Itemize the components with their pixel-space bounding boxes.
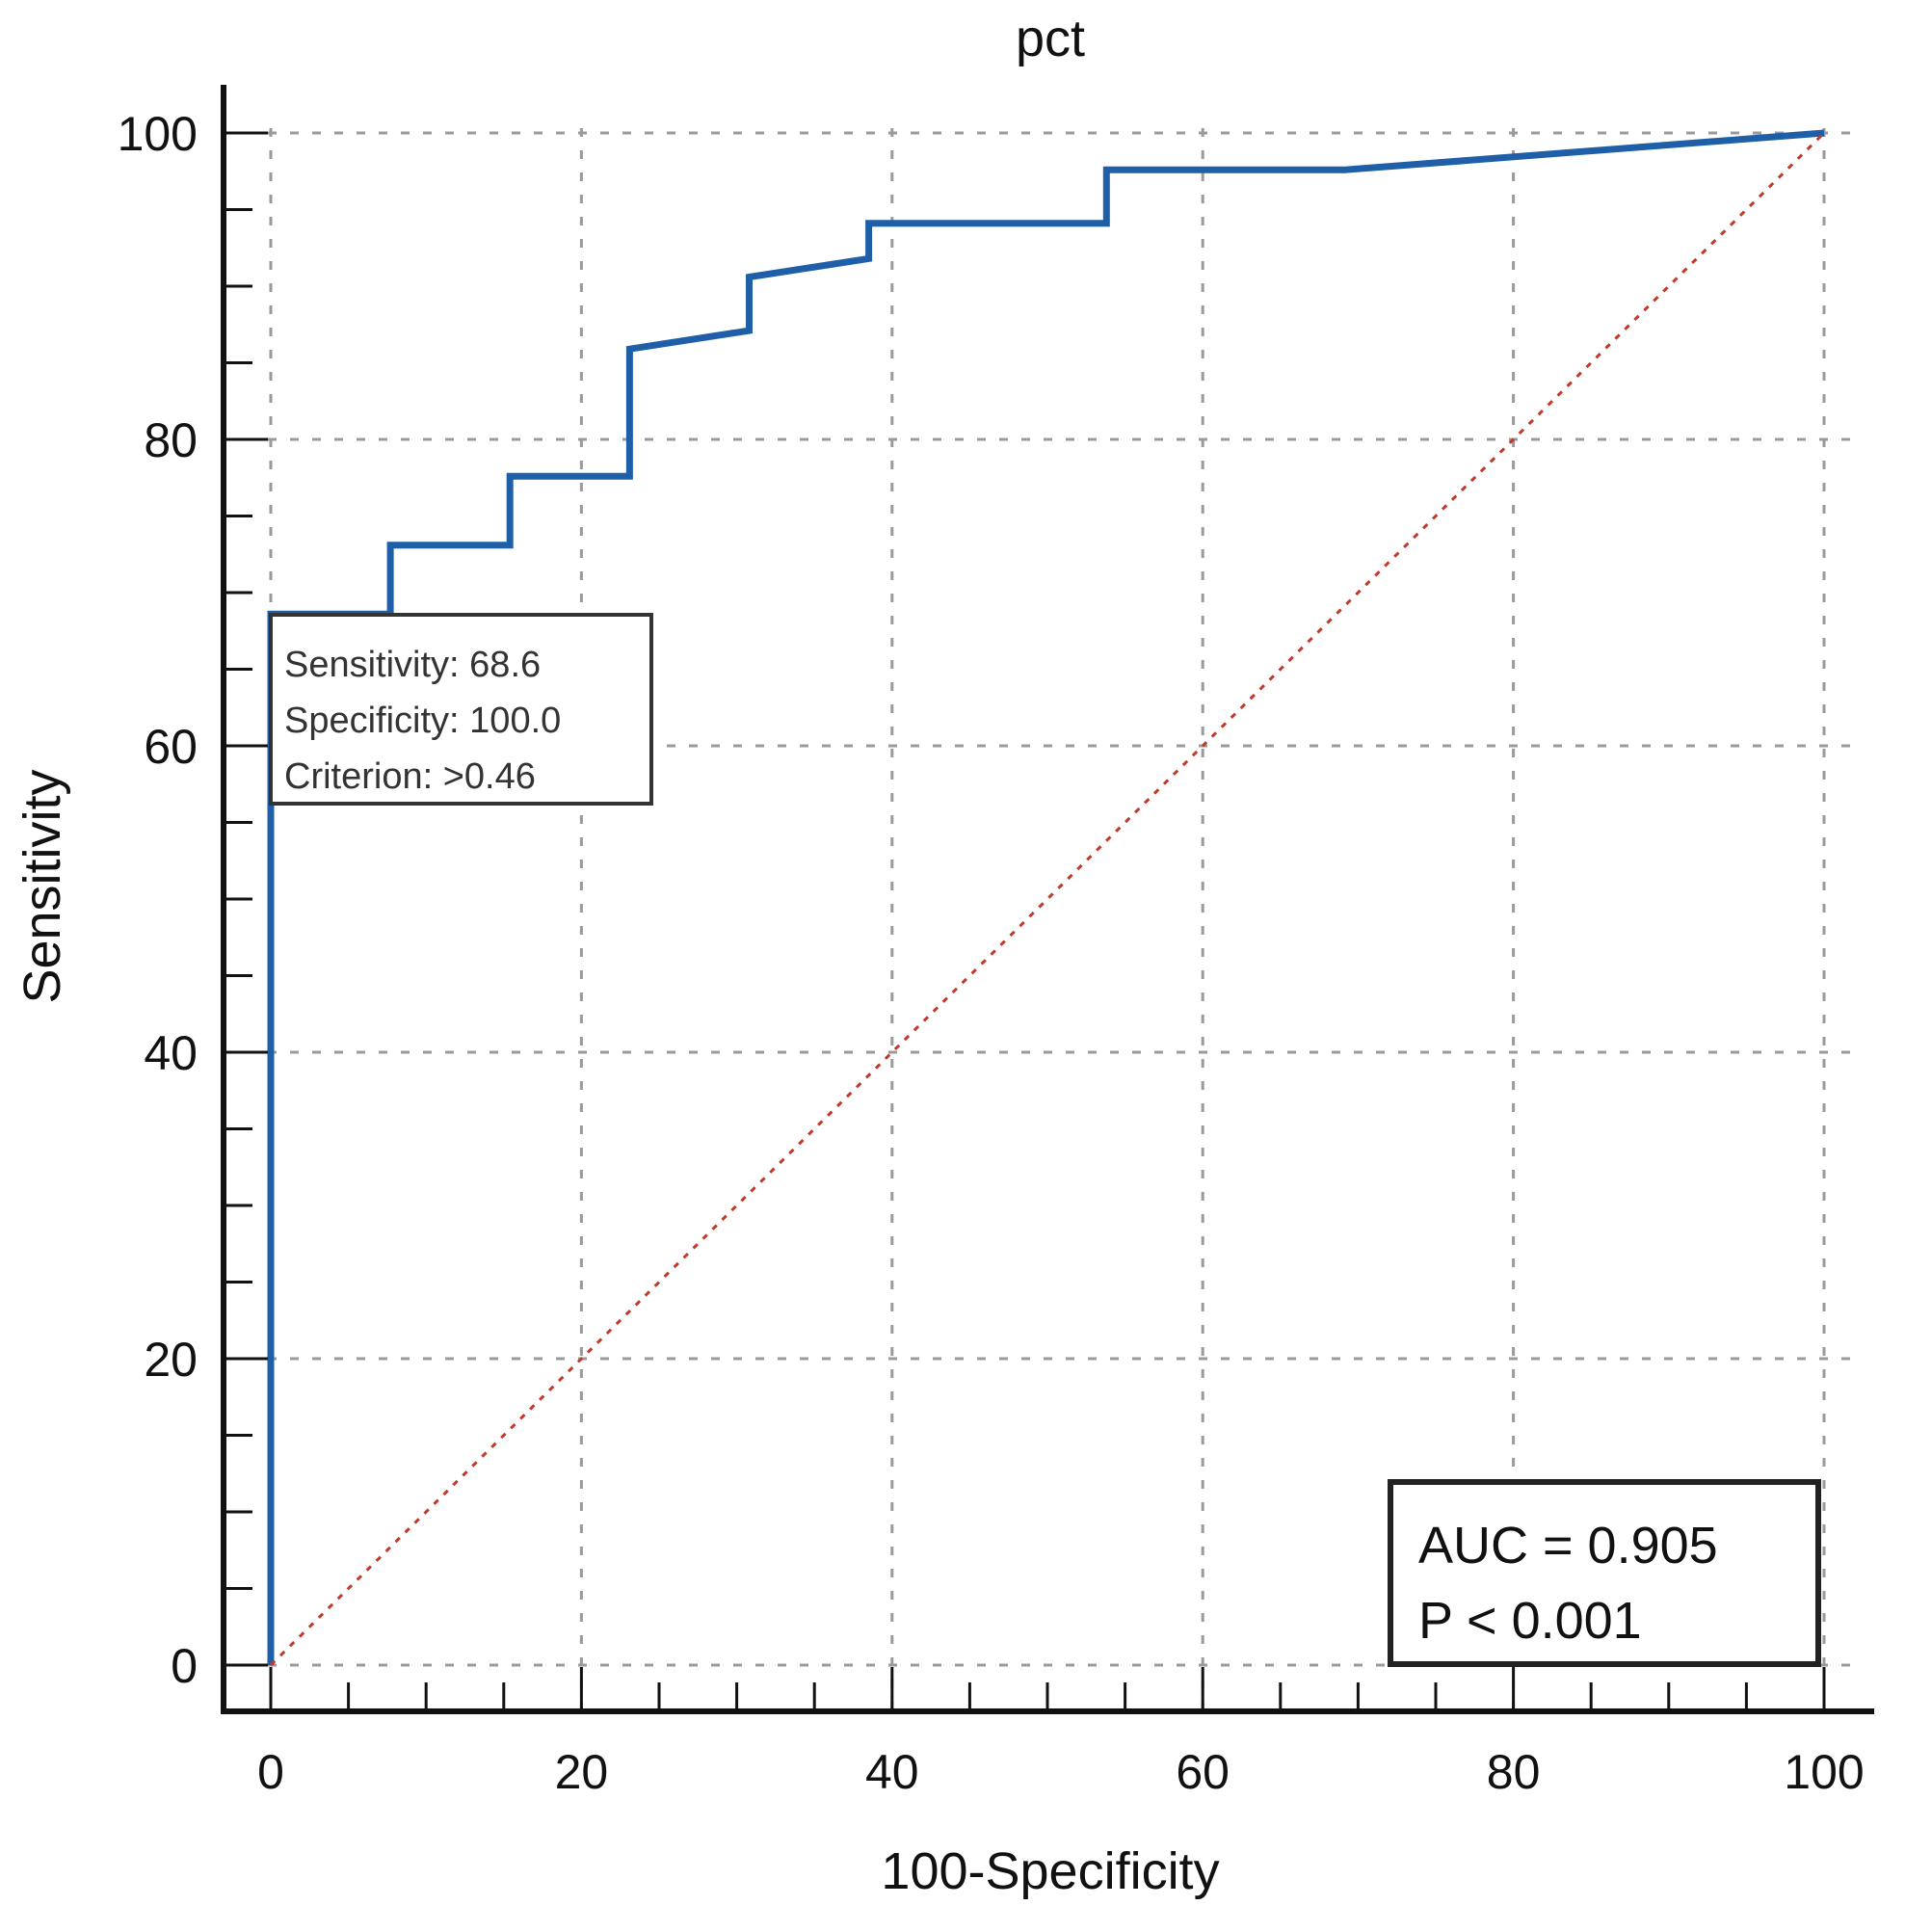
x-tick-label-20: 20 <box>555 1745 609 1799</box>
auc-value: AUC = 0.905 <box>1418 1517 1718 1575</box>
y-tick-label-20: 20 <box>144 1333 198 1387</box>
y-tick-label-80: 80 <box>144 413 198 467</box>
x-tick-label-0: 0 <box>257 1745 284 1799</box>
annotation-criterion: Criterion: >0.46 <box>284 756 536 797</box>
annotation-box-frame <box>269 613 653 806</box>
y-tick-label-100: 100 <box>118 107 198 161</box>
stats-box-frame <box>1388 1479 1821 1667</box>
series-layer <box>267 129 1826 1667</box>
criterion-annotation-box: Sensitivity: 68.6 Specificity: 100.0 Cri… <box>269 613 653 806</box>
x-tick-label-60: 60 <box>1176 1745 1230 1799</box>
chart-title: pct <box>1016 10 1085 67</box>
annotation-specificity: Specificity: 100.0 <box>284 701 561 741</box>
y-tick-label-0: 0 <box>171 1639 198 1693</box>
x-tick-label-40: 40 <box>865 1745 919 1799</box>
x-tick-label-100: 100 <box>1784 1745 1864 1799</box>
auc-stats-box: AUC = 0.905 P < 0.001 <box>1388 1479 1821 1667</box>
axes <box>221 85 1874 1714</box>
tick-labels: 0 20 40 60 80 100 0 20 40 60 80 100 <box>118 107 1865 1799</box>
roc-curve-line <box>267 129 1825 1665</box>
x-axis-label: 100-Specificity <box>881 1842 1219 1900</box>
annotation-sensitivity: Sensitivity: 68.6 <box>284 645 541 685</box>
x-tick-label-80: 80 <box>1487 1745 1541 1799</box>
y-tick-label-40: 40 <box>144 1026 198 1080</box>
p-value: P < 0.001 <box>1418 1592 1642 1650</box>
y-axis-label: Sensitivity <box>13 769 71 1003</box>
y-tick-label-60: 60 <box>144 720 198 774</box>
